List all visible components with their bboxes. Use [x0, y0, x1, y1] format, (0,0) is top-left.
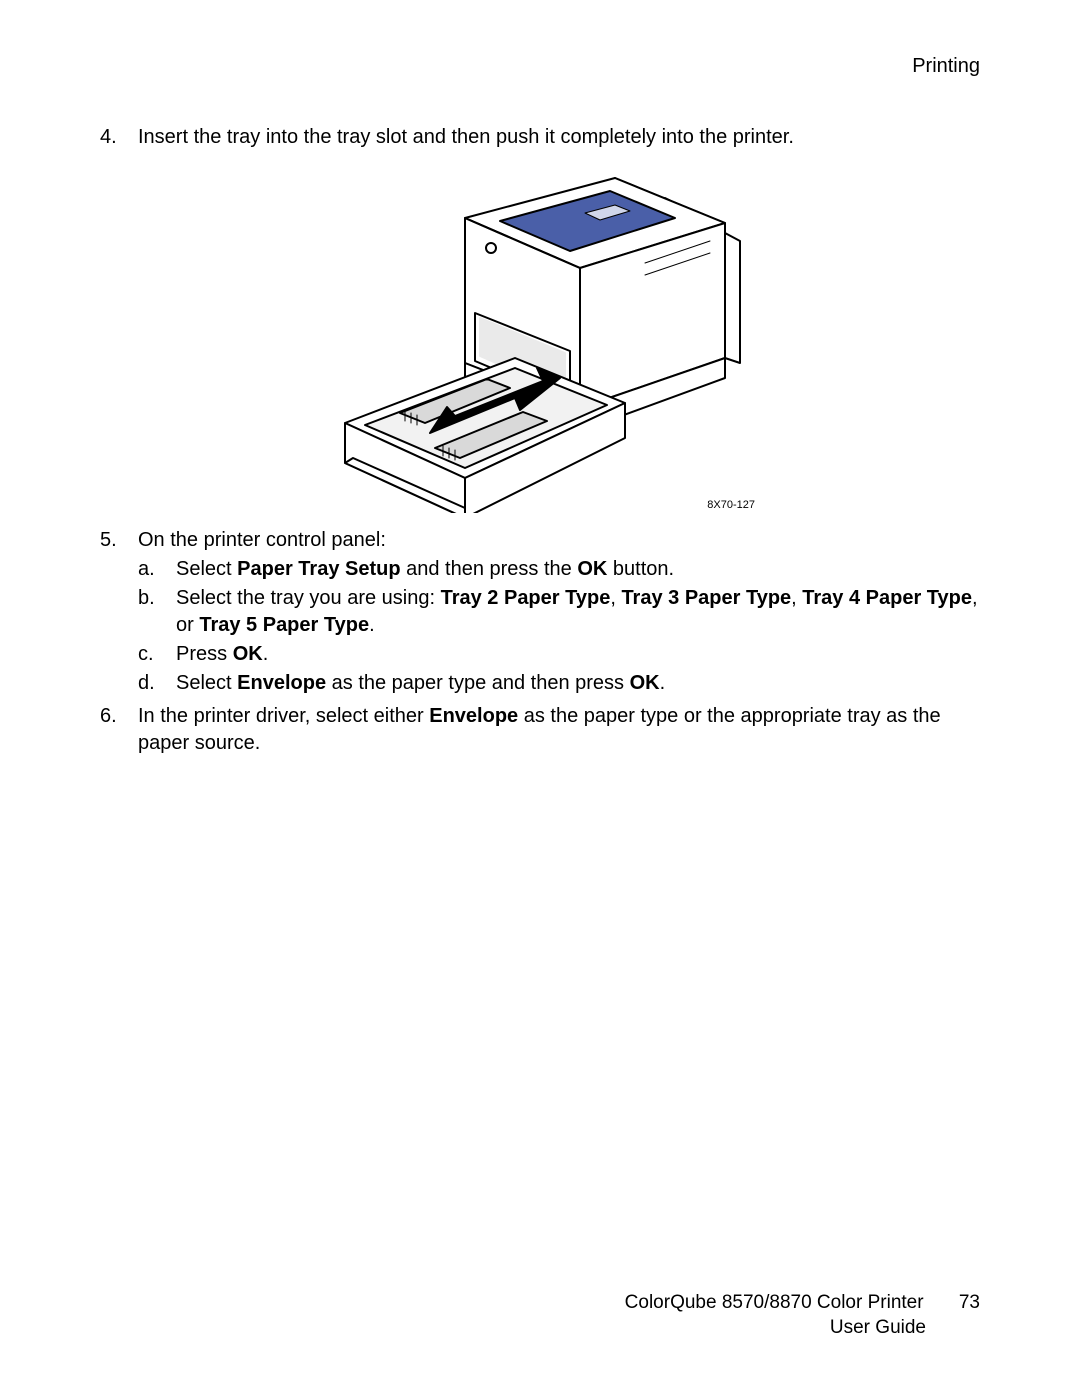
footer-subtitle: User Guide [625, 1315, 980, 1341]
sub-step-d: d. Select Envelope as the paper type and… [138, 670, 980, 697]
printer-figure: 8X70-127 [100, 163, 980, 513]
printer-illustration: 8X70-127 [315, 163, 765, 513]
step-number: 4. [100, 124, 138, 151]
sub-steps: a. Select Paper Tray Setup and then pres… [138, 556, 980, 697]
step-text: Insert the tray into the tray slot and t… [138, 124, 980, 151]
figure-caption-svg: 8X70-127 [707, 499, 755, 511]
sub-num: d. [138, 670, 176, 697]
section-header: Printing [100, 55, 980, 78]
sub-text: Select Envelope as the paper type and th… [176, 670, 980, 697]
step-body: On the printer control panel: a. Select … [138, 527, 980, 699]
figure-row: 8X70-127 [100, 163, 980, 513]
step-number: 6. [100, 703, 138, 757]
sub-step-b: b. Select the tray you are using: Tray 2… [138, 585, 980, 639]
step-number: 5. [100, 527, 138, 699]
sub-step-c: c. Press OK. [138, 641, 980, 668]
sub-text: Press OK. [176, 641, 980, 668]
step-text: In the printer driver, select either Env… [138, 703, 980, 757]
footer-title: ColorQube 8570/8870 Color Printer [625, 1292, 924, 1313]
step-6: 6. In the printer driver, select either … [100, 703, 980, 757]
page-number: 73 [959, 1290, 980, 1316]
sub-text: Select Paper Tray Setup and then press t… [176, 556, 980, 583]
step-5: 5. On the printer control panel: a. Sele… [100, 527, 980, 699]
page-content: 4. Insert the tray into the tray slot an… [100, 124, 980, 757]
sub-step-a: a. Select Paper Tray Setup and then pres… [138, 556, 980, 583]
instruction-list: 4. Insert the tray into the tray slot an… [100, 124, 980, 757]
sub-num: a. [138, 556, 176, 583]
document-page: Printing 4. Insert the tray into the tra… [0, 0, 1080, 1397]
sub-text: Select the tray you are using: Tray 2 Pa… [176, 585, 980, 639]
step-text: On the printer control panel: [138, 529, 386, 551]
page-footer: ColorQube 8570/8870 Color Printer 73 Use… [625, 1290, 980, 1341]
step-4: 4. Insert the tray into the tray slot an… [100, 124, 980, 151]
sub-num: c. [138, 641, 176, 668]
sub-num: b. [138, 585, 176, 639]
